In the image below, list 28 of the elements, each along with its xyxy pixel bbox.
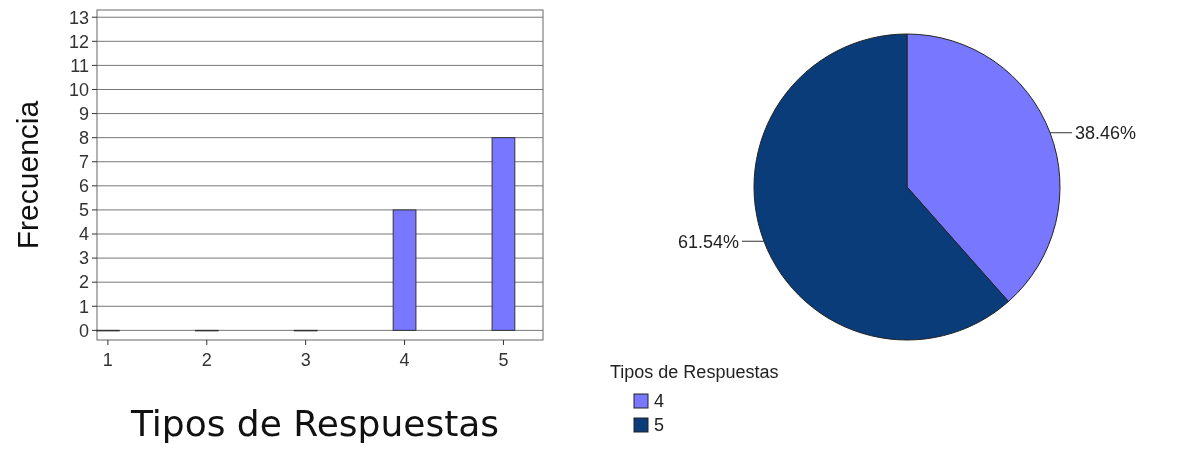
y-tick-label: 12 <box>68 31 89 52</box>
y-tick-label: 7 <box>78 152 89 173</box>
bar <box>491 137 516 331</box>
data-label: 38.46% <box>1075 123 1137 144</box>
x-tick-label: 5 <box>498 350 509 370</box>
legend-title: Tipos de Respuestas <box>610 362 779 382</box>
bar <box>392 209 417 331</box>
legend-label: 4 <box>654 391 665 412</box>
y-axis-title: Frecuencia <box>11 100 44 250</box>
y-tick-label: 3 <box>78 248 89 269</box>
y-tick-label: 4 <box>78 224 89 245</box>
y-tick-label: 13 <box>68 7 89 28</box>
y-tick-label: 1 <box>78 296 89 317</box>
y-tick-label: 0 <box>78 320 89 341</box>
y-tick-label: 5 <box>78 200 89 221</box>
y-tick-label: 8 <box>78 127 89 148</box>
y-tick-label: 11 <box>70 55 89 76</box>
y-tick-label: 6 <box>78 176 89 197</box>
x-axis-title: Tipos de Respuestas <box>129 403 500 444</box>
x-tick-label: 2 <box>201 350 212 370</box>
x-tick-label: 4 <box>399 350 410 370</box>
legend-label: 5 <box>654 415 665 436</box>
y-tick-label: 9 <box>78 103 89 124</box>
data-label: 61.54% <box>677 231 739 252</box>
x-tick-label: 1 <box>102 350 113 370</box>
y-tick-label: 10 <box>68 79 89 100</box>
x-tick-label: 3 <box>300 350 311 370</box>
y-tick-label: 2 <box>78 272 89 293</box>
